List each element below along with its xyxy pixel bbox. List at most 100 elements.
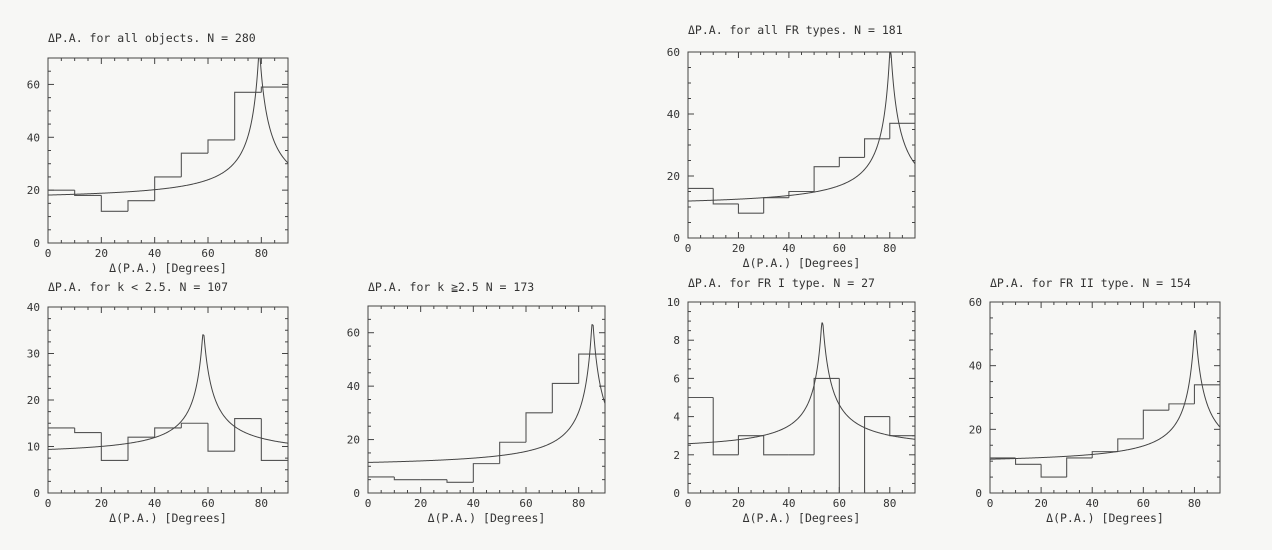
histogram-bin xyxy=(393,476,421,481)
histogram-panel-3: ΔP.A. for k < 2.5. N = 107 0 20 40 60 80 0 10 20… xyxy=(27,280,289,525)
panel-title: ΔP.A. for k ≧2.5 N = 173 xyxy=(368,280,534,294)
x-tick-label: 40 xyxy=(148,247,161,260)
plot-frame xyxy=(47,57,289,244)
x-tick-label: 40 xyxy=(148,497,161,510)
histogram-bin xyxy=(207,139,235,154)
histogram-bin xyxy=(712,188,739,205)
x-tick-label: 20 xyxy=(732,242,745,255)
x-tick-label: 0 xyxy=(45,497,52,510)
y-tick-label: 40 xyxy=(667,108,680,121)
histogram-bin xyxy=(180,152,208,177)
y-tick-label: 20 xyxy=(969,423,982,436)
x-tick-label: 60 xyxy=(201,247,214,260)
model-curve xyxy=(48,334,288,450)
x-tick-label: 0 xyxy=(987,497,994,510)
histogram-panel-5: ΔP.A. for FR I type. N = 27 0 20 40 60 80 0 2 4 6… xyxy=(667,276,916,525)
plot-frame xyxy=(47,306,289,494)
x-tick-label: 0 xyxy=(685,497,692,510)
plot-frame xyxy=(687,301,916,494)
x-axis-label: Δ(P.A.) [Degrees] xyxy=(109,261,227,275)
histogram-panel-4: ΔP.A. for k ≧2.5 N = 173 0 20 40 60 80 0 20 40 60… xyxy=(347,280,606,525)
histogram-bin xyxy=(127,436,155,461)
histogram-bin xyxy=(100,432,128,461)
histogram-bin xyxy=(234,418,262,452)
histogram-bin xyxy=(889,122,915,139)
histogram-bin xyxy=(74,190,102,196)
x-tick-label: 20 xyxy=(732,497,745,510)
histogram-bin xyxy=(1015,457,1042,465)
histogram-bin xyxy=(737,203,764,214)
x-tick-label: 60 xyxy=(1137,497,1150,510)
panel-title: ΔP.A. for FR I type. N = 27 xyxy=(688,276,875,290)
y-tick-label: 0 xyxy=(353,487,360,500)
x-tick-label: 60 xyxy=(833,497,846,510)
x-tick-label: 20 xyxy=(95,247,108,260)
x-tick-label: 20 xyxy=(414,497,427,510)
y-tick-label: 4 xyxy=(673,411,680,424)
plot-frame xyxy=(367,305,606,494)
x-tick-label: 80 xyxy=(883,497,896,510)
histogram-bin xyxy=(260,86,288,93)
x-axis-label: Δ(P.A.) [Degrees] xyxy=(109,511,227,525)
histogram-bin xyxy=(1040,464,1067,478)
y-tick-label: 20 xyxy=(27,394,40,407)
histogram-bin xyxy=(154,427,182,438)
histogram-bin xyxy=(551,382,579,413)
x-tick-label: 80 xyxy=(1188,497,1201,510)
y-tick-label: 2 xyxy=(673,449,680,462)
histogram-bin xyxy=(446,479,474,483)
histogram-bin xyxy=(813,166,840,192)
histogram-panel-6: ΔP.A. for FR II type. N = 154 0 20 40 60 80 0 2… xyxy=(969,276,1221,525)
model-curve xyxy=(688,322,915,445)
x-tick-label: 80 xyxy=(883,242,896,255)
x-tick-label: 80 xyxy=(572,497,585,510)
histogram-bin xyxy=(763,435,789,456)
histogram-bin xyxy=(154,176,182,201)
y-tick-label: 40 xyxy=(347,380,360,393)
histogram-bin xyxy=(1066,457,1093,478)
y-tick-label: 60 xyxy=(27,78,40,91)
panel-title: ΔP.A. for FR II type. N = 154 xyxy=(990,276,1191,290)
y-tick-label: 40 xyxy=(27,131,40,144)
histogram-bin xyxy=(838,378,865,494)
histogram-bin xyxy=(100,195,128,212)
y-tick-label: 60 xyxy=(347,327,360,340)
y-tick-label: 8 xyxy=(673,334,680,347)
x-axis-label: Δ(P.A.) [Degrees] xyxy=(743,511,861,525)
histogram-bin xyxy=(889,416,915,437)
histogram-bin xyxy=(499,441,526,464)
x-tick-label: 20 xyxy=(95,497,108,510)
y-tick-label: 40 xyxy=(27,301,40,314)
x-tick-label: 0 xyxy=(685,242,692,255)
histogram-bin xyxy=(864,138,890,158)
histogram-bin xyxy=(864,416,890,493)
histogram-bin xyxy=(737,435,764,455)
x-tick-label: 80 xyxy=(255,497,268,510)
y-tick-label: 30 xyxy=(27,348,40,361)
model-curve xyxy=(368,324,605,463)
histogram-bin xyxy=(1193,384,1220,404)
histogram-bin xyxy=(127,200,155,212)
histogram-bin xyxy=(180,422,208,428)
histogram-panel-2: ΔP.A. for all FR types. N = 181 0 20 40 60 80… xyxy=(667,23,916,270)
y-tick-label: 20 xyxy=(27,184,40,197)
y-tick-label: 10 xyxy=(667,296,680,309)
histogram-bin xyxy=(234,91,262,140)
x-tick-label: 0 xyxy=(365,497,372,510)
histogram-bin xyxy=(1142,409,1169,439)
histogram-bin xyxy=(1091,451,1118,458)
histogram-bin xyxy=(838,156,865,167)
x-tick-label: 40 xyxy=(782,242,795,255)
x-tick-label: 40 xyxy=(782,497,795,510)
histogram-bin xyxy=(712,397,739,456)
histogram-bin xyxy=(1168,403,1195,411)
y-tick-label: 60 xyxy=(969,296,982,309)
model-curve xyxy=(990,330,1220,460)
panel-title: ΔP.A. for all objects. N = 280 xyxy=(48,31,256,45)
y-tick-label: 40 xyxy=(969,360,982,373)
y-tick-label: 10 xyxy=(27,441,40,454)
histogram-bin xyxy=(74,427,102,434)
x-tick-label: 60 xyxy=(519,497,532,510)
y-tick-label: 0 xyxy=(975,487,982,500)
